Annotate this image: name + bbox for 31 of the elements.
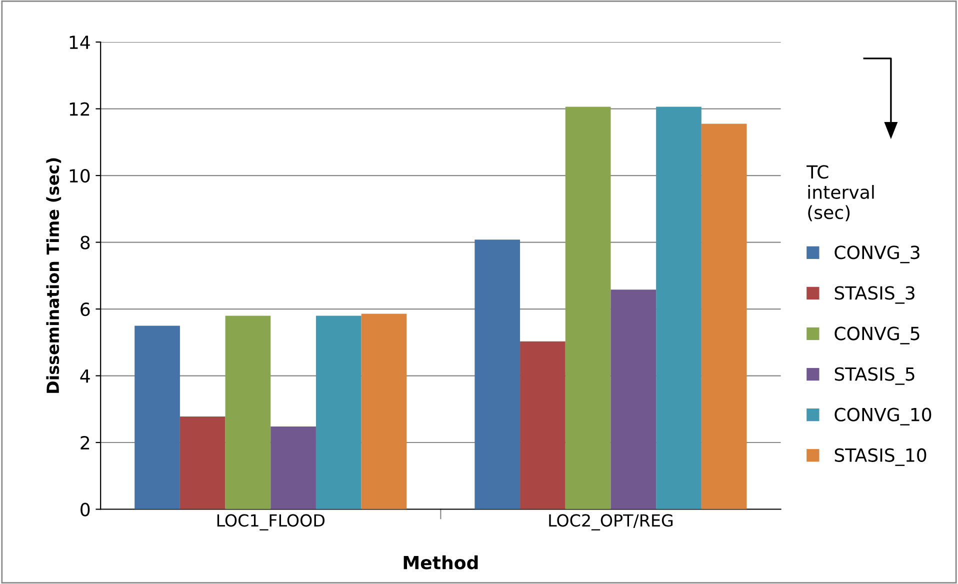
legend-title: TC interval (sec) xyxy=(806,165,874,222)
bar xyxy=(701,124,747,510)
bar xyxy=(474,240,520,510)
bar xyxy=(565,106,611,510)
y-tick-label: 2 xyxy=(80,436,90,450)
y-tick-label: 14 xyxy=(70,36,90,49)
y-tick-label: 10 xyxy=(70,168,90,183)
legend-label: CONVG_5 xyxy=(834,326,920,344)
y-tick-label: 12 xyxy=(70,102,90,116)
bar xyxy=(134,326,180,510)
y-axis-title: Dissemination Time (sec) xyxy=(46,158,62,393)
bar xyxy=(520,341,566,510)
bar xyxy=(610,290,656,510)
legend-label: STASIS_10 xyxy=(834,448,926,466)
bar xyxy=(656,106,702,510)
bar xyxy=(180,416,226,510)
legend-label: STASIS_3 xyxy=(834,286,914,304)
x-axis-title: Method xyxy=(404,555,478,570)
y-tick-label: 4 xyxy=(80,369,90,383)
bar xyxy=(316,316,362,510)
legend-label: CONVG_3 xyxy=(834,246,920,264)
bar xyxy=(225,316,271,510)
legend-label: STASIS_5 xyxy=(834,367,914,385)
y-tick-label: 6 xyxy=(80,302,90,316)
bar xyxy=(361,314,407,510)
x-tick-label: LOC2_OPT/REG xyxy=(549,514,673,530)
bar xyxy=(270,426,316,510)
y-tick-label: 0 xyxy=(80,502,90,516)
y-tick-label: 8 xyxy=(80,236,90,250)
x-tick-label: LOC1_FLOOD xyxy=(217,514,325,530)
legend-label: CONVG_10 xyxy=(834,408,932,426)
